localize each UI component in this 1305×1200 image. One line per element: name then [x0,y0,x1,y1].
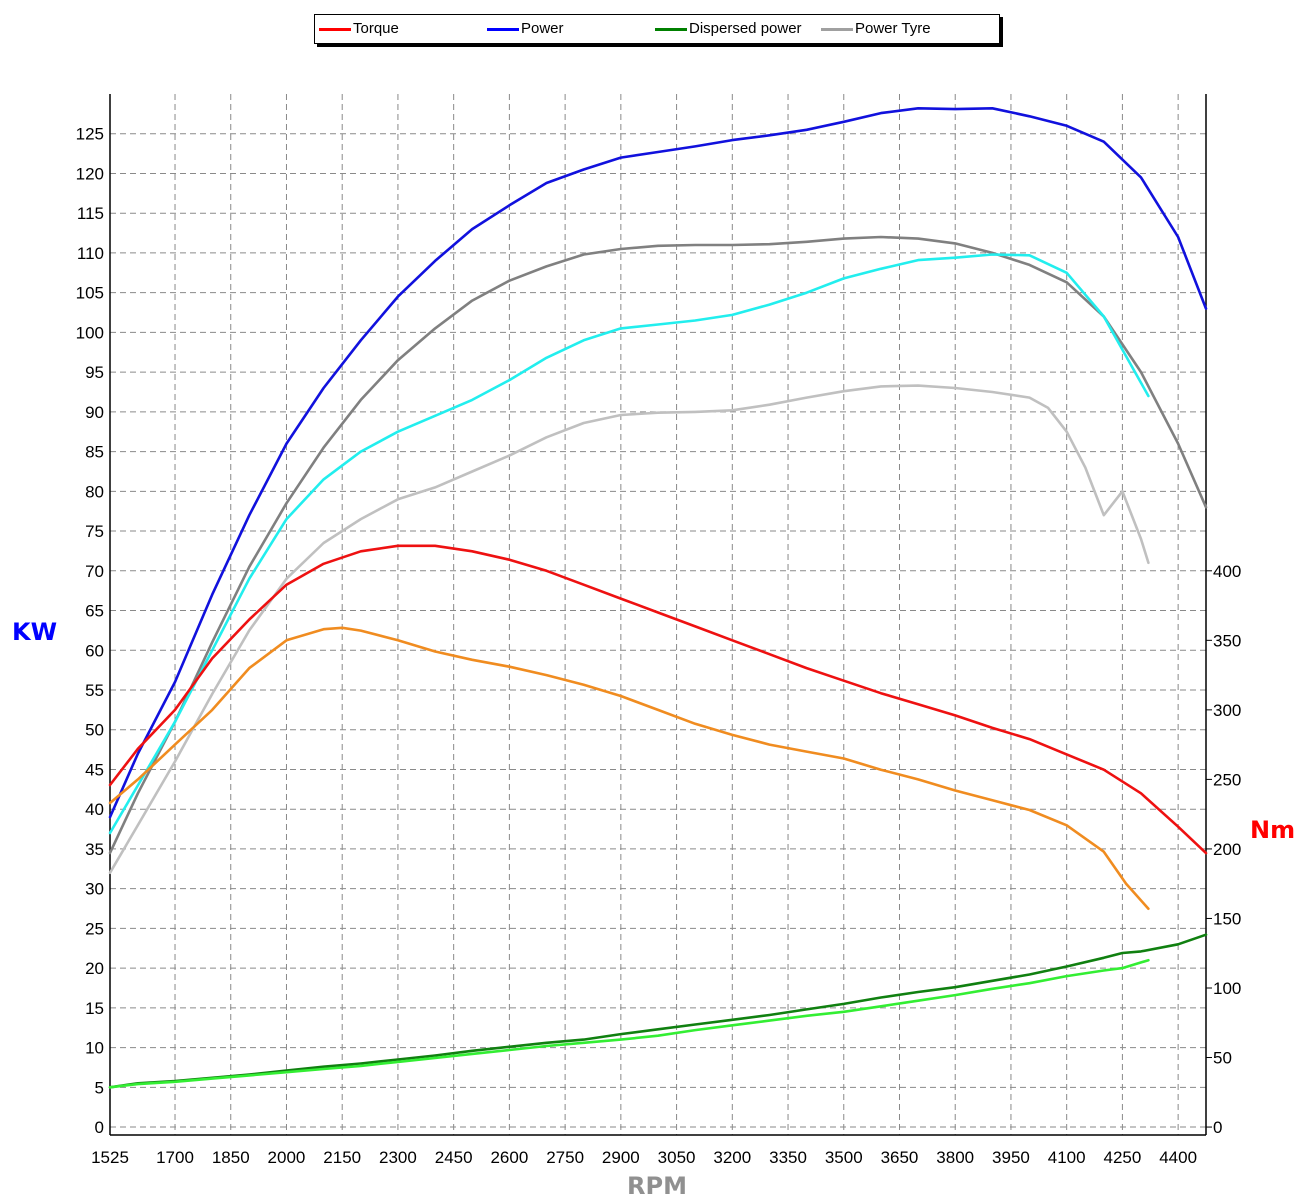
x-tick-label: 2000 [268,1148,306,1167]
left-y-tick-label: 10 [85,1039,104,1058]
x-tick-label: 4400 [1159,1148,1197,1167]
left-y-tick-label: 30 [85,880,104,899]
left-y-tick-label: 70 [85,562,104,581]
chart-grid [109,94,1206,1135]
series-line-power [108,107,1208,819]
legend: Torque Power Dispersed power Power Tyre [314,14,1000,44]
left-axis-title: KW [12,618,57,646]
left-y-tick-label: 25 [85,919,104,938]
series-line-dispersed-power-reference [108,958,1150,1089]
legend-swatch-power [487,28,519,31]
x-axis-title: RPM [627,1172,687,1200]
left-y-tick-label: 95 [85,363,104,382]
x-tick-label: 2300 [379,1148,417,1167]
left-y-tick-label: 40 [85,800,104,819]
x-tick-label: 3350 [769,1148,807,1167]
x-tick-label: 3500 [825,1148,863,1167]
right-y-tick-label: 350 [1213,631,1241,650]
right-y-tick-label: 400 [1213,562,1241,581]
legend-swatch-dispersed-power [655,28,687,31]
left-y-tick-label: 110 [77,244,104,263]
left-y-tick-label: 125 [76,125,104,144]
x-tick-label: 4250 [1103,1148,1141,1167]
x-tick-label: 2600 [490,1148,528,1167]
left-y-tick-label: 115 [77,204,104,223]
x-tick-label: 2750 [546,1148,584,1167]
right-y-tick-label: 250 [1213,770,1241,789]
series-line-torque [108,544,1208,855]
x-tick-label: 1525 [91,1148,129,1167]
left-y-tick-label: 90 [85,403,104,422]
left-y-tick-label: 60 [85,641,104,660]
right-axis-title: Nm [1250,816,1295,844]
chart-series [108,107,1208,1089]
x-tick-label: 2900 [602,1148,640,1167]
left-y-tick-label: 75 [85,522,104,541]
series-line-power-reference [108,235,1208,855]
left-y-tick-label: 5 [95,1078,104,1097]
legend-swatch-torque [319,28,351,31]
left-y-tick-label: 15 [85,999,104,1018]
series-line-power-tyre-reference [108,384,1150,875]
x-tick-label: 1700 [156,1148,194,1167]
right-y-tick-label: 0 [1213,1118,1222,1137]
series-line-power-tyre [108,253,1150,835]
legend-swatch-power-tyre [821,28,853,31]
left-y-tick-label: 120 [76,164,104,183]
left-y-tick-label: 20 [85,959,104,978]
legend-label-power-tyre: Power Tyre [855,20,931,37]
left-y-tick-label: 65 [85,602,104,621]
left-y-tick-label: 50 [85,721,104,740]
right-y-tick-label: 150 [1213,909,1241,928]
x-tick-label: 2450 [435,1148,473,1167]
x-tick-label: 2150 [323,1148,361,1167]
x-tick-label: 1850 [212,1148,250,1167]
left-y-tick-label: 85 [85,443,104,462]
x-tick-label: 3200 [713,1148,751,1167]
left-y-tick-label: 55 [85,681,104,700]
x-tick-label: 4100 [1048,1148,1086,1167]
left-y-tick-label: 0 [95,1118,104,1137]
chart-tick-labels: 1525 1700 1850 2000 2150 2300 2450 2600 2750 2900… [76,125,1242,1167]
x-tick-label: 3950 [992,1148,1030,1167]
left-y-tick-label: 100 [76,323,104,342]
right-y-tick-label: 200 [1213,840,1241,859]
left-y-tick-label: 105 [76,284,104,303]
x-tick-label: 3650 [881,1148,919,1167]
left-y-tick-label: 80 [85,482,104,501]
left-y-tick-label: 45 [85,760,104,779]
left-y-tick-label: 35 [85,840,104,859]
legend-label-dispersed-power: Dispersed power [689,20,802,37]
series-line-dispersed-power [108,933,1208,1089]
right-y-tick-label: 100 [1213,979,1241,998]
right-y-tick-label: 50 [1213,1049,1232,1068]
chart-axes [109,94,1212,1136]
x-tick-label: 3050 [658,1148,696,1167]
right-y-tick-label: 300 [1213,701,1241,720]
x-tick-label: 3800 [936,1148,974,1167]
legend-label-torque: Torque [353,20,399,37]
series-line-torque-reference [108,626,1150,911]
legend-label-power: Power [521,20,564,37]
